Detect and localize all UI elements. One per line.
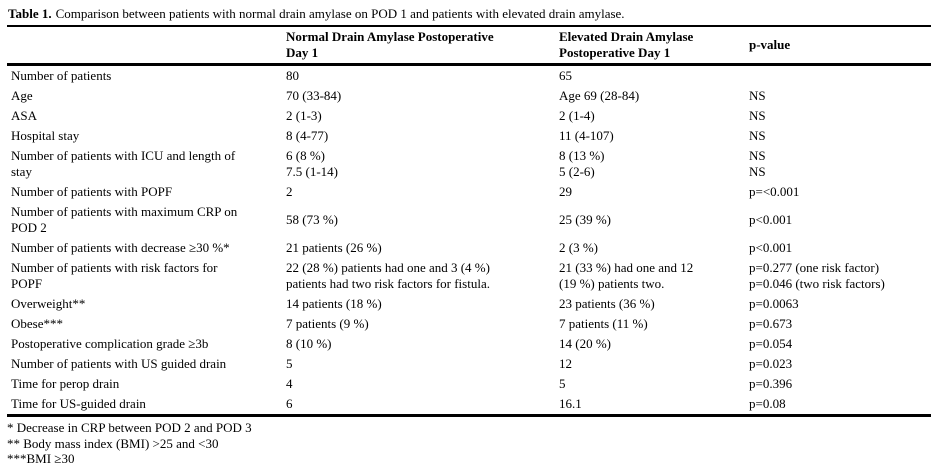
elevated-value-cell: 12 — [559, 356, 572, 371]
table-row: Age 70 (33-84) Age 69 (28-84) NS — [7, 86, 931, 106]
header-row-label — [7, 26, 282, 66]
row-label: Overweight** — [11, 296, 86, 311]
table-row: Number of patients with US guided drain … — [7, 354, 931, 374]
row-label: Hospital stay — [11, 128, 80, 143]
elevated-value-cell: Age 69 (28-84) — [559, 88, 640, 103]
normal-value-cell: 8 (10 %) — [286, 336, 332, 351]
table-header: Normal Drain Amylase Postoperative Day 1… — [7, 26, 931, 66]
row-label: Number of patients with ICU and length o… — [11, 148, 236, 179]
normal-value-cell: 6 (8 %) 7.5 (1-14) — [286, 148, 338, 179]
row-label: Number of patients — [11, 68, 112, 83]
row-label: Number of patients with US guided drain — [11, 356, 227, 371]
p-value-cell: p<0.001 — [749, 240, 793, 255]
table-row: Time for perop drain 4 5 p=0.396 — [7, 374, 931, 394]
row-label: Number of patients with maximum CRP on P… — [11, 204, 238, 235]
row-label: Number of patients with risk factors for… — [11, 260, 218, 291]
row-label: Age — [11, 88, 33, 103]
footnote-overweight-bmi: ** Body mass index (BMI) >25 and <30 — [7, 435, 219, 451]
p-value-cell: p<0.001 — [749, 212, 793, 227]
elevated-value-cell: 29 — [559, 184, 572, 199]
header-row: Normal Drain Amylase Postoperative Day 1… — [7, 26, 931, 66]
normal-value-cell: 4 — [286, 376, 293, 391]
p-value-cell: p=<0.001 — [749, 184, 800, 199]
p-value-cell: p=0.08 — [749, 396, 786, 411]
row-label: Obese*** — [11, 316, 63, 331]
row-label: Number of patients with POPF — [11, 184, 173, 199]
row-label: Time for perop drain — [11, 376, 120, 391]
p-value-cell: p=0.396 — [749, 376, 793, 391]
p-value-cell: NS — [749, 88, 766, 103]
elevated-value-cell: 21 (33 %) had one and 12 (19 %) patients… — [559, 260, 694, 291]
header-normal-amylase: Normal Drain Amylase Postoperative Day 1 — [282, 26, 555, 66]
row-label: Number of patients with decrease ≥30 %* — [11, 240, 230, 255]
normal-value-cell: 80 — [286, 68, 299, 83]
elevated-value-cell: 8 (13 %) 5 (2-6) — [559, 148, 605, 179]
table-caption-text: Comparison between patients with normal … — [55, 6, 625, 21]
elevated-value-cell: 2 (1-4) — [559, 108, 595, 123]
row-label: ASA — [11, 108, 38, 123]
p-value-cell: p=0.673 — [749, 316, 793, 331]
elevated-value-cell: 23 patients (36 %) — [559, 296, 655, 311]
table-caption-label: Table 1. — [8, 6, 52, 21]
normal-value-cell: 22 (28 %) patients had one and 3 (4 %) p… — [286, 260, 490, 291]
p-value-cell — [745, 65, 931, 87]
normal-value-cell: 7 patients (9 %) — [286, 316, 369, 331]
normal-value-cell: 58 (73 %) — [286, 212, 338, 227]
row-label: Postoperative complication grade ≥3b — [11, 336, 209, 351]
footnote-obese-bmi: ***BMI ≥30 — [7, 451, 75, 466]
table-caption: Table 1. Comparison between patients with… — [8, 6, 925, 22]
table-row: Obese*** 7 patients (9 %) 7 patients (11… — [7, 314, 931, 334]
normal-value-cell: 8 (4-77) — [286, 128, 329, 143]
normal-value-cell: 6 — [286, 396, 293, 411]
normal-value-cell: 2 (1-3) — [286, 108, 322, 123]
footnotes: * Decrease in CRP between POD 2 and POD … — [7, 420, 925, 467]
elevated-value-cell: 25 (39 %) — [559, 212, 611, 227]
comparison-table: Normal Drain Amylase Postoperative Day 1… — [7, 25, 931, 417]
header-elevated-amylase: Elevated Drain Amylase Postoperative Day… — [555, 26, 745, 66]
table-row: Number of patients with maximum CRP on P… — [7, 202, 931, 238]
normal-value-cell: 2 — [286, 184, 293, 199]
table-row: Number of patients with ICU and length o… — [7, 146, 931, 182]
p-value-cell: p=0.054 — [749, 336, 793, 351]
p-value-cell: p=0.0063 — [749, 296, 799, 311]
row-label: Time for US-guided drain — [11, 396, 146, 411]
elevated-value-cell: 65 — [559, 68, 572, 83]
table-row: Number of patients with risk factors for… — [7, 258, 931, 294]
table-row: Number of patients 80 65 — [7, 65, 931, 87]
table-body: Number of patients 80 65 Age 70 (33-84) … — [7, 65, 931, 416]
table-row: Number of patients with decrease ≥30 %* … — [7, 238, 931, 258]
p-value-cell: p=0.023 — [749, 356, 793, 371]
normal-value-cell: 21 patients (26 %) — [286, 240, 382, 255]
elevated-value-cell: 14 (20 %) — [559, 336, 611, 351]
table-row: Number of patients with POPF 2 29 p=<0.0… — [7, 182, 931, 202]
normal-value-cell: 14 patients (18 %) — [286, 296, 382, 311]
elevated-value-cell: 16.1 — [559, 396, 582, 411]
normal-value-cell: 5 — [286, 356, 293, 371]
elevated-value-cell: 11 (4-107) — [559, 128, 614, 143]
p-value-cell: NS NS — [749, 148, 766, 179]
normal-value-cell: 70 (33-84) — [286, 88, 342, 103]
table-row: Hospital stay 8 (4-77) 11 (4-107) NS — [7, 126, 931, 146]
table-row: Overweight** 14 patients (18 %) 23 patie… — [7, 294, 931, 314]
p-value-cell: NS — [749, 128, 766, 143]
p-value-cell: NS — [749, 108, 766, 123]
table-row: Postoperative complication grade ≥3b 8 (… — [7, 334, 931, 354]
table-row: Time for US-guided drain 6 16.1 p=0.08 — [7, 394, 931, 416]
header-p-value: p-value — [745, 26, 931, 66]
table-row: ASA 2 (1-3) 2 (1-4) NS — [7, 106, 931, 126]
elevated-value-cell: 7 patients (11 %) — [559, 316, 648, 331]
footnote-crp-decrease: * Decrease in CRP between POD 2 and POD … — [7, 420, 252, 435]
p-value-cell: p=0.277 (one risk factor) p=0.046 (two r… — [749, 260, 885, 291]
elevated-value-cell: 2 (3 %) — [559, 240, 598, 255]
elevated-value-cell: 5 — [559, 376, 566, 391]
